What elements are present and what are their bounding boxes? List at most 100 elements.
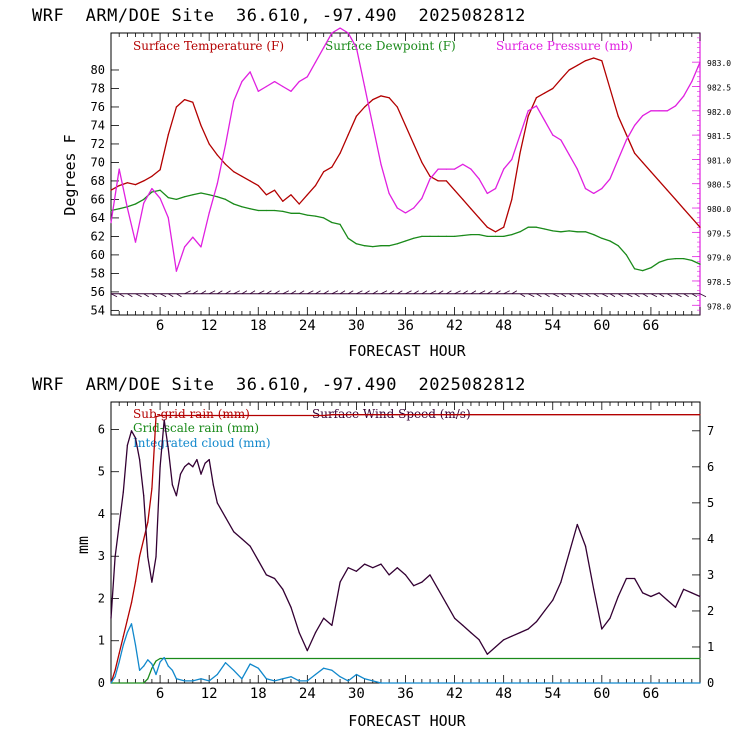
data-point bbox=[139, 459, 141, 461]
data-point bbox=[233, 171, 235, 173]
y-tick-label: 58 bbox=[91, 266, 105, 280]
wind-barb bbox=[446, 290, 452, 295]
data-point bbox=[658, 592, 660, 594]
data-point bbox=[445, 180, 447, 182]
wind-barb bbox=[397, 290, 403, 295]
data-point bbox=[143, 198, 145, 200]
wind-barb bbox=[249, 290, 256, 295]
y2-tick-label: 6 bbox=[707, 460, 714, 474]
data-point bbox=[347, 567, 349, 569]
data-point bbox=[265, 209, 267, 212]
data-point bbox=[159, 661, 161, 663]
data-point bbox=[388, 97, 390, 99]
data-point bbox=[593, 57, 595, 59]
wind-barb bbox=[691, 293, 698, 298]
data-point bbox=[126, 619, 128, 621]
data-point bbox=[634, 124, 636, 126]
data-point bbox=[290, 606, 292, 608]
data-point bbox=[364, 678, 366, 680]
data-point bbox=[462, 163, 464, 165]
data-point bbox=[274, 680, 276, 682]
x-tick-label: 36 bbox=[397, 318, 414, 334]
data-point bbox=[212, 484, 214, 486]
x-tick-label: 24 bbox=[299, 318, 316, 334]
data-point bbox=[494, 235, 497, 237]
data-point bbox=[147, 556, 149, 558]
data-point bbox=[421, 161, 423, 163]
data-point bbox=[159, 466, 161, 468]
data-point bbox=[527, 110, 529, 112]
data-point bbox=[122, 644, 124, 646]
data-point bbox=[601, 237, 603, 239]
data-point bbox=[290, 194, 292, 196]
wind-barb bbox=[536, 293, 542, 298]
wind-barb bbox=[217, 290, 223, 295]
legend-subgrid-rain: Sub-grid rain (mm) bbox=[133, 407, 250, 421]
y2-tick-label: 983.0 bbox=[707, 59, 731, 68]
data-point bbox=[323, 617, 325, 619]
data-point bbox=[249, 71, 251, 73]
data-point bbox=[298, 203, 300, 205]
data-point bbox=[511, 198, 513, 200]
y2-tick-label: 5 bbox=[707, 496, 714, 510]
data-point bbox=[642, 270, 644, 272]
x-axis-label: FORECAST HOUR bbox=[348, 342, 466, 360]
data-point bbox=[208, 194, 210, 196]
wind-barb bbox=[208, 290, 216, 295]
data-point bbox=[683, 588, 685, 590]
data-point bbox=[224, 662, 227, 664]
data-point bbox=[429, 235, 431, 237]
data-point bbox=[625, 134, 628, 136]
wind-barb bbox=[429, 290, 437, 295]
data-point bbox=[184, 99, 186, 101]
data-point bbox=[535, 226, 538, 228]
data-point bbox=[404, 124, 407, 127]
data-point bbox=[683, 95, 685, 97]
data-point bbox=[413, 585, 415, 587]
data-point bbox=[511, 635, 513, 637]
data-point bbox=[257, 209, 259, 212]
data-point bbox=[241, 81, 243, 83]
x-tick-label: 30 bbox=[348, 686, 365, 702]
data-point bbox=[699, 226, 701, 228]
data-point bbox=[396, 243, 398, 245]
data-point bbox=[413, 237, 415, 239]
y-tick-label: 64 bbox=[91, 211, 105, 225]
y-tick-label: 6 bbox=[98, 422, 105, 436]
data-point bbox=[429, 574, 431, 576]
data-point bbox=[306, 76, 308, 78]
data-point bbox=[404, 212, 407, 214]
data-point bbox=[421, 197, 423, 199]
data-point bbox=[233, 669, 235, 671]
data-point bbox=[355, 673, 357, 676]
x-tick-label: 60 bbox=[593, 318, 610, 334]
data-point bbox=[691, 81, 693, 83]
data-point bbox=[200, 246, 202, 248]
data-point bbox=[130, 602, 133, 604]
data-point bbox=[634, 268, 636, 270]
data-point bbox=[674, 606, 677, 608]
y-axis-label: Degrees F bbox=[61, 134, 79, 215]
y2-tick-label: 2 bbox=[707, 604, 714, 618]
data-point bbox=[560, 581, 562, 583]
y2-tick-label: 980.0 bbox=[707, 205, 731, 214]
data-point bbox=[216, 673, 218, 676]
y-tick-label: 3 bbox=[98, 549, 105, 563]
data-point bbox=[576, 231, 578, 233]
x-tick-label: 66 bbox=[642, 686, 659, 702]
wind-barb bbox=[454, 290, 461, 295]
data-point bbox=[650, 595, 652, 598]
wind-barb bbox=[364, 290, 370, 295]
data-point bbox=[208, 212, 210, 214]
wind-barb bbox=[634, 293, 640, 298]
data-point bbox=[494, 646, 497, 648]
x-tick-label: 6 bbox=[156, 686, 164, 702]
wind-barb bbox=[348, 290, 354, 295]
series-line-sub-grid-rain-mm bbox=[110, 414, 700, 684]
wind-barb bbox=[667, 293, 673, 298]
data-point bbox=[208, 680, 210, 682]
data-point bbox=[155, 416, 157, 418]
wind-barb bbox=[650, 293, 658, 298]
data-point bbox=[249, 545, 251, 547]
data-point bbox=[224, 516, 227, 518]
